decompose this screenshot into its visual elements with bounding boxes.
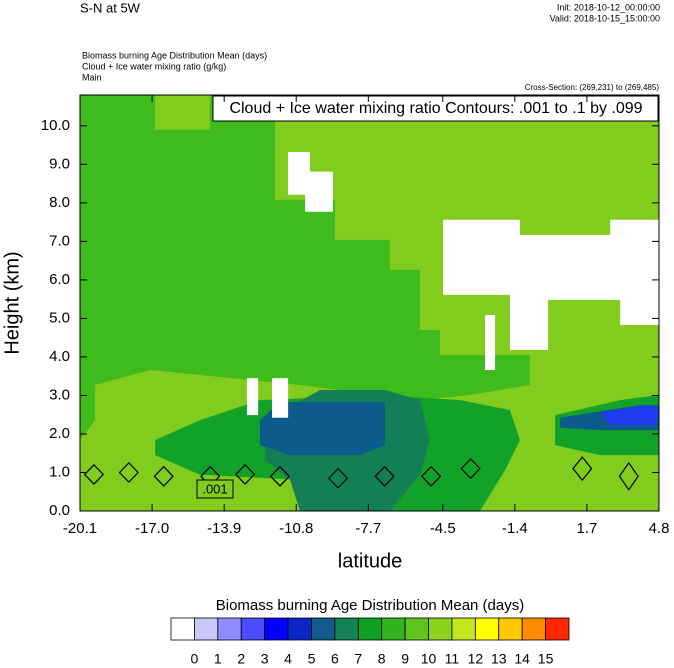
- filled-region: [442, 219, 659, 350]
- colorbar-box: [521, 617, 546, 641]
- colorbar-box: [498, 617, 523, 641]
- colorbar-label: 6: [331, 651, 339, 667]
- colorbar-title: Biomass burning Age Distribution Mean (d…: [216, 597, 524, 614]
- contour-line: [118, 462, 139, 483]
- field-line: Main: [82, 72, 102, 82]
- colorbar-box: [264, 617, 289, 641]
- colorbar-label: 10: [421, 651, 437, 667]
- y-tick-label: 5.0: [49, 309, 70, 326]
- colorbar-box: [381, 617, 406, 641]
- field-line: Cloud + Ice water mixing ratio (g/kg): [82, 61, 226, 71]
- y-tick-label: 9.0: [49, 155, 70, 172]
- contour-line: [328, 468, 349, 489]
- init-time: Init: 2018-10-12_00:00:00: [557, 2, 660, 12]
- contour-label: .001: [202, 481, 227, 496]
- contour-line: [153, 466, 174, 487]
- contour-line: [235, 464, 255, 485]
- y-tick-label: 10.0: [41, 117, 70, 134]
- y-tick-label: 0.0: [49, 502, 70, 519]
- colorbar-label: 11: [445, 651, 460, 667]
- y-tick-label: 7.0: [49, 232, 70, 249]
- x-tick-label: -13.9: [207, 520, 241, 537]
- colorbar-label: 8: [378, 651, 386, 667]
- x-tick-label: -4.5: [430, 520, 456, 537]
- contour-line: [618, 462, 639, 491]
- colorbar-box: [194, 617, 219, 641]
- colorbar-box: [334, 617, 359, 641]
- cross-section: Cross-Section: (269,231) to (269,485): [525, 83, 660, 92]
- filled-region: [288, 152, 333, 212]
- x-tick-label: 4.8: [649, 520, 670, 537]
- colorbar-box: [287, 617, 312, 641]
- contour-title: Cloud + Ice water mixing ratio Contours:…: [229, 100, 642, 117]
- colorbar-box: [404, 617, 429, 641]
- colorbar-box: [170, 617, 195, 641]
- colorbar-box: [217, 617, 242, 641]
- contour-line: [421, 466, 442, 487]
- x-tick-label: 1.7: [576, 520, 597, 537]
- filled-region: [80, 95, 530, 441]
- contour-line: [270, 466, 290, 487]
- filled-region: [600, 405, 659, 426]
- y-tick-label: 4.0: [49, 348, 70, 365]
- colorbar-box: [474, 617, 500, 641]
- contour-line: [374, 466, 395, 487]
- valid-time: Valid: 2018-10-15_15:00:00: [550, 13, 660, 23]
- x-axis-title: latitude: [338, 550, 403, 572]
- colorbar-label: 4: [284, 651, 292, 667]
- x-tick-label: -7.7: [355, 520, 381, 537]
- y-tick-label: 3.0: [49, 386, 70, 403]
- colorbar-label: 13: [491, 651, 507, 667]
- y-tick-label: 2.0: [49, 425, 70, 442]
- colorbar-label: 3: [261, 651, 269, 667]
- y-tick-label: 8.0: [49, 194, 70, 211]
- colorbar-label: 15: [538, 651, 554, 667]
- y-tick-label: 1.0: [49, 463, 70, 480]
- filled-region: [246, 378, 259, 416]
- colorbar-label: 12: [468, 651, 484, 667]
- chart-title: S-N at 5W: [80, 0, 141, 15]
- colorbar-box: [311, 617, 336, 641]
- colorbar-box: [428, 617, 453, 641]
- colorbar-label: 14: [514, 651, 530, 667]
- x-tick-label: -20.1: [63, 520, 97, 537]
- contour-title-box: [212, 95, 659, 122]
- plot-area: [80, 95, 659, 511]
- colorbar-label: 5: [308, 651, 316, 667]
- colorbar-label: 7: [354, 651, 362, 667]
- contour-line: [84, 464, 104, 485]
- field-line: Biomass burning Age Distribution Mean (d…: [82, 50, 267, 60]
- colorbar-box: [545, 617, 570, 641]
- colorbar-label: 0: [191, 651, 199, 667]
- colorbar-label: 2: [237, 651, 245, 667]
- plot-frame: [79, 94, 660, 512]
- contour-line: [572, 456, 593, 481]
- colorbar-label: 1: [214, 651, 222, 667]
- colorbar-box: [357, 617, 383, 641]
- contour-label-box: [196, 479, 234, 499]
- y-axis-title: Height (km): [1, 251, 23, 354]
- colorbar-box: [240, 617, 266, 641]
- filled-region: [485, 314, 496, 371]
- contour-line: [460, 458, 481, 479]
- filled-region: [272, 378, 289, 418]
- filled-region: [259, 401, 386, 456]
- x-tick-label: -17.0: [135, 520, 169, 537]
- x-tick-label: -1.4: [502, 520, 528, 537]
- y-tick-label: 6.0: [49, 271, 70, 288]
- colorbar-box: [451, 617, 476, 641]
- x-tick-label: -10.8: [279, 520, 313, 537]
- colorbar-label: 9: [401, 651, 409, 667]
